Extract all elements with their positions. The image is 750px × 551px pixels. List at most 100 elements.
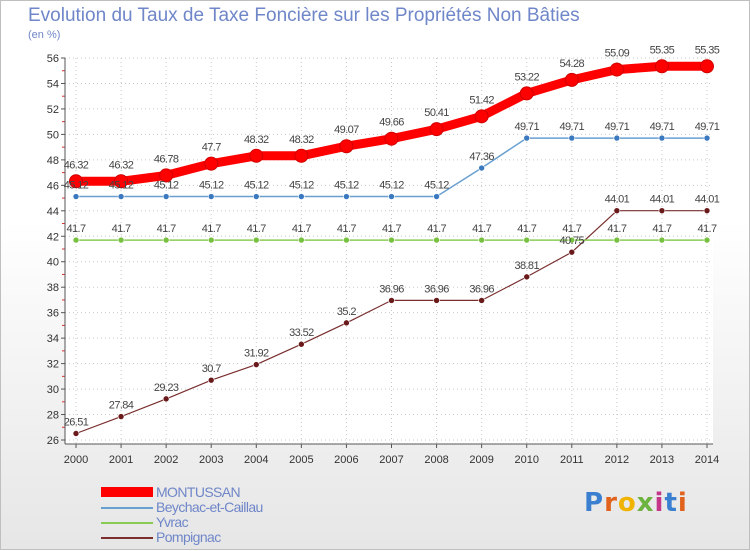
y-tick-label: 28: [47, 410, 59, 422]
data-label-montussan: 55.35: [650, 44, 675, 56]
data-label-beychac-et-caillau: 45.12: [244, 180, 269, 192]
data-label-pompignac: 38.81: [514, 260, 539, 272]
data-point-yvrac: [72, 236, 80, 244]
data-point-pompignac: [252, 361, 260, 368]
data-label-montussan: 54.28: [560, 58, 585, 70]
data-label-pompignac: 27.84: [109, 400, 134, 412]
x-tick-label: 2013: [650, 454, 674, 466]
data-point-yvrac: [298, 236, 305, 244]
data-point-yvrac: [523, 236, 531, 244]
data-label-pompignac: 31.92: [244, 348, 269, 360]
data-label-beychac-et-caillau: 45.12: [199, 180, 224, 192]
x-tick-label: 2014: [695, 454, 719, 466]
data-point-beychac-et-caillau: [523, 134, 531, 142]
data-label-pompignac: 44.01: [605, 194, 630, 206]
data-point-yvrac: [478, 236, 485, 244]
data-point-montussan: [384, 131, 399, 146]
data-point-montussan: [249, 148, 264, 163]
data-point-pompignac: [613, 207, 621, 214]
x-tick-label: 2001: [109, 454, 133, 466]
y-tick-label: 30: [47, 384, 59, 396]
y-axis-unit-label: (en %): [28, 29, 61, 41]
legend-swatch-yvrac: [101, 522, 153, 524]
data-point-montussan: [114, 174, 129, 189]
data-point-montussan: [69, 174, 83, 189]
data-point-pompignac: [298, 340, 305, 348]
data-label-yvrac: 41.7: [382, 223, 401, 235]
y-tick-label: 56: [47, 53, 59, 65]
data-label-montussan: 55.09: [605, 48, 630, 60]
x-tick-label: 2007: [379, 454, 403, 466]
data-point-beychac-et-caillau: [343, 193, 350, 200]
data-point-pompignac: [658, 207, 666, 214]
data-point-beychac-et-caillau: [117, 193, 125, 200]
plot-area: [65, 58, 713, 444]
data-label-yvrac: 41.7: [202, 223, 221, 235]
data-label-beychac-et-caillau: 45.12: [334, 180, 359, 192]
legend-label-yvrac: Yvrac: [156, 514, 189, 530]
data-label-pompignac: 36.96: [469, 283, 494, 295]
data-point-yvrac: [613, 236, 621, 244]
data-label-pompignac: 44.01: [695, 194, 720, 206]
data-point-pompignac: [523, 273, 531, 281]
data-label-beychac-et-caillau: 49.71: [605, 121, 630, 133]
x-tick-label: 2011: [560, 454, 584, 466]
legend-label-beychac-et-caillau: Beychac-et-Caillau: [156, 499, 263, 515]
data-label-pompignac: 35.2: [337, 306, 356, 318]
y-tick-label: 32: [47, 359, 59, 371]
data-point-montussan: [519, 86, 534, 101]
data-label-beychac-et-caillau: 45.12: [424, 180, 449, 192]
data-point-pompignac: [433, 297, 440, 304]
data-label-yvrac: 41.7: [562, 223, 581, 235]
proxiti-logo-letter: r: [604, 488, 618, 518]
data-label-pompignac: 36.96: [424, 283, 449, 295]
y-tick-label: 42: [47, 231, 59, 243]
data-label-pompignac: 33.52: [289, 327, 314, 339]
data-point-yvrac: [252, 236, 260, 244]
data-point-beychac-et-caillau: [568, 134, 576, 142]
data-point-montussan: [204, 156, 219, 171]
data-point-beychac-et-caillau: [207, 193, 215, 200]
x-tick-label: 2005: [289, 454, 313, 466]
y-tick-label: 40: [47, 257, 59, 269]
y-tick-label: 48: [47, 155, 59, 167]
data-label-beychac-et-caillau: 49.71: [695, 121, 720, 133]
data-point-montussan: [654, 59, 669, 74]
x-tick-label: 2002: [154, 454, 178, 466]
data-label-pompignac: 36.96: [379, 283, 404, 295]
data-point-pompignac: [703, 207, 711, 214]
data-label-beychac-et-caillau: 49.71: [514, 121, 539, 133]
proxiti-logo-letter: i: [677, 488, 688, 518]
data-label-yvrac: 41.7: [652, 223, 671, 235]
data-point-beychac-et-caillau: [613, 134, 621, 142]
data-point-pompignac: [72, 430, 80, 437]
x-tick-label: 2000: [64, 454, 88, 466]
data-point-beychac-et-caillau: [162, 193, 170, 200]
data-label-pompignac: 30.7: [202, 363, 221, 375]
y-tick-label: 34: [47, 333, 59, 345]
data-label-montussan: 55.35: [695, 44, 720, 56]
data-label-beychac-et-caillau: 45.12: [109, 180, 134, 192]
data-label-beychac-et-caillau: 47.36: [469, 151, 494, 163]
data-label-beychac-et-caillau: 45.12: [289, 180, 314, 192]
data-label-pompignac: 40.75: [560, 235, 585, 247]
data-label-yvrac: 41.7: [607, 223, 626, 235]
y-tick-label: 52: [47, 104, 59, 116]
data-label-yvrac: 41.7: [157, 223, 176, 235]
data-point-beychac-et-caillau: [478, 164, 485, 172]
data-label-montussan: 46.32: [64, 159, 89, 171]
data-label-yvrac: 41.7: [247, 223, 266, 235]
data-label-pompignac: 26.51: [64, 417, 89, 429]
data-label-beychac-et-caillau: 45.12: [64, 180, 89, 192]
data-point-montussan: [564, 72, 579, 87]
data-point-montussan: [429, 122, 444, 137]
x-tick-label: 2004: [244, 454, 268, 466]
data-label-yvrac: 41.7: [292, 223, 311, 235]
data-label-yvrac: 41.7: [66, 223, 85, 235]
data-label-beychac-et-caillau: 45.12: [154, 180, 179, 192]
data-label-beychac-et-caillau: 49.71: [650, 121, 675, 133]
data-label-montussan: 46.32: [109, 159, 134, 171]
data-point-beychac-et-caillau: [252, 193, 260, 200]
